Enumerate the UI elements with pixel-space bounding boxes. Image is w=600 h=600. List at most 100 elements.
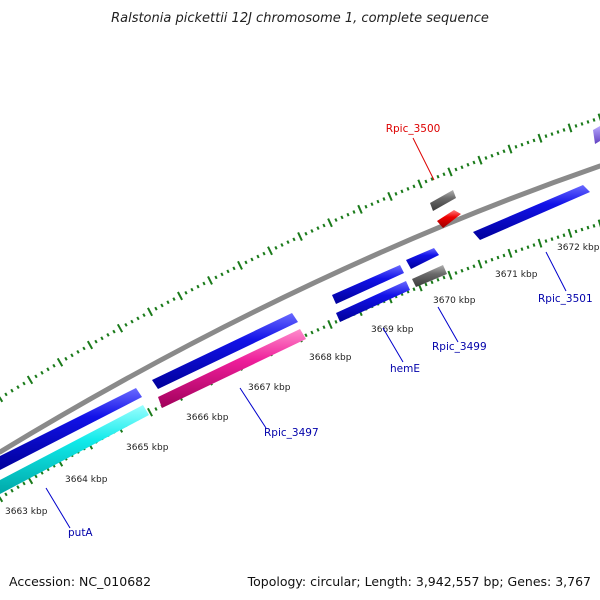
- minor-tick: [364, 204, 368, 209]
- minor-tick: [412, 184, 416, 189]
- major-tick: [447, 270, 453, 280]
- minor-tick: [262, 251, 266, 256]
- major-tick: [26, 375, 34, 385]
- gene-label-rpic-3501[interactable]: Rpic_3501: [538, 293, 593, 305]
- leader-line-hemE: [382, 327, 404, 363]
- major-tick: [567, 123, 573, 133]
- feature-gene-cds-a[interactable]: [406, 248, 439, 269]
- kbp-label: 3669 kbp: [371, 325, 414, 335]
- minor-tick: [160, 303, 164, 308]
- kbp-label: 3663 kbp: [5, 507, 48, 517]
- gene-label-rpic-3499[interactable]: Rpic_3499: [432, 341, 487, 353]
- feature-rpic-3501[interactable]: [473, 185, 590, 240]
- minor-tick: [562, 128, 566, 132]
- minor-tick: [202, 281, 206, 286]
- major-tick: [267, 246, 273, 256]
- minor-tick: [532, 243, 536, 247]
- minor-tick: [172, 297, 176, 301]
- minor-tick: [22, 381, 26, 386]
- minor-tick: [196, 284, 200, 289]
- minor-tick: [334, 320, 338, 324]
- major-tick: [327, 218, 333, 228]
- kbp-label: 3672 kbp: [557, 243, 600, 253]
- minor-tick: [322, 325, 326, 329]
- feature-gene-cds-d[interactable]: [0, 388, 142, 470]
- minor-tick: [232, 266, 236, 271]
- minor-tick: [70, 353, 74, 358]
- leader-line-rpic-3501: [545, 251, 567, 292]
- feature-purple-cds[interactable]: [593, 126, 600, 144]
- minor-tick: [442, 275, 446, 280]
- minor-tick: [550, 132, 554, 136]
- minor-tick: [496, 255, 500, 260]
- minor-tick: [280, 243, 284, 247]
- feature-gene-cds-c[interactable]: [152, 313, 298, 389]
- minor-tick: [94, 339, 98, 344]
- gene-label-putA[interactable]: putA: [68, 527, 93, 539]
- kbp-label: 3668 kbp: [309, 353, 352, 363]
- minor-tick: [184, 290, 188, 295]
- major-tick: [567, 228, 573, 238]
- gene-label-hemE[interactable]: hemE: [390, 363, 420, 375]
- minor-tick: [580, 122, 584, 126]
- feature-rpic-3500[interactable]: [437, 210, 461, 228]
- minor-tick: [562, 233, 566, 238]
- minor-tick: [142, 313, 146, 317]
- minor-tick: [586, 225, 590, 230]
- feature-rpic-3499[interactable]: [412, 265, 447, 287]
- gene-label-rpic-3500[interactable]: Rpic_3500: [386, 123, 441, 135]
- minor-tick: [454, 167, 458, 172]
- feature-rpic-3500-pseudo[interactable]: [430, 190, 456, 211]
- minor-tick: [490, 257, 494, 262]
- minor-tick: [64, 356, 68, 361]
- gene-label-rpic-3497[interactable]: Rpic_3497: [264, 427, 319, 439]
- minor-tick: [490, 153, 494, 158]
- minor-tick: [22, 481, 26, 486]
- minor-tick: [292, 237, 296, 242]
- minor-tick: [574, 229, 578, 234]
- minor-tick: [40, 370, 44, 375]
- feature-gene-cds-b[interactable]: [332, 265, 404, 304]
- minor-tick: [352, 210, 356, 214]
- minor-tick: [214, 275, 218, 280]
- minor-tick: [4, 492, 8, 497]
- minor-tick: [400, 189, 404, 194]
- minor-tick: [514, 249, 518, 254]
- minor-tick: [592, 223, 596, 228]
- minor-tick: [322, 223, 326, 228]
- major-tick: [537, 133, 543, 143]
- major-tick: [507, 248, 513, 258]
- leader-line-rpic-3500: [412, 137, 435, 181]
- feature-putA[interactable]: [0, 405, 149, 494]
- minor-tick: [556, 235, 560, 240]
- major-tick: [597, 219, 600, 228]
- minor-tick: [10, 388, 14, 393]
- minor-tick: [520, 142, 524, 147]
- minor-tick: [10, 488, 14, 493]
- minor-tick: [472, 264, 476, 269]
- major-tick: [116, 323, 124, 333]
- feature-hemE[interactable]: [336, 281, 410, 322]
- minor-tick: [100, 336, 104, 341]
- major-tick: [147, 407, 153, 417]
- leader-line-rpic-3497: [239, 387, 267, 429]
- leader-line-rpic-3499: [437, 306, 459, 343]
- chromosome-backbone: [0, 163, 600, 455]
- minor-tick: [556, 130, 560, 134]
- major-tick: [447, 167, 453, 177]
- minor-tick: [376, 199, 380, 204]
- minor-tick: [442, 172, 446, 177]
- minor-tick: [124, 323, 128, 327]
- minor-tick: [226, 269, 230, 274]
- minor-tick: [130, 319, 134, 324]
- kbp-label: 3666 kbp: [186, 413, 229, 423]
- minor-tick: [502, 149, 506, 154]
- minor-tick: [190, 287, 194, 292]
- major-tick: [327, 319, 333, 330]
- feature-rpic-3497[interactable]: [158, 329, 306, 408]
- minor-tick: [166, 300, 170, 305]
- minor-tick: [424, 282, 428, 287]
- minor-tick: [586, 120, 590, 124]
- minor-tick: [136, 316, 140, 321]
- minor-tick: [310, 229, 314, 233]
